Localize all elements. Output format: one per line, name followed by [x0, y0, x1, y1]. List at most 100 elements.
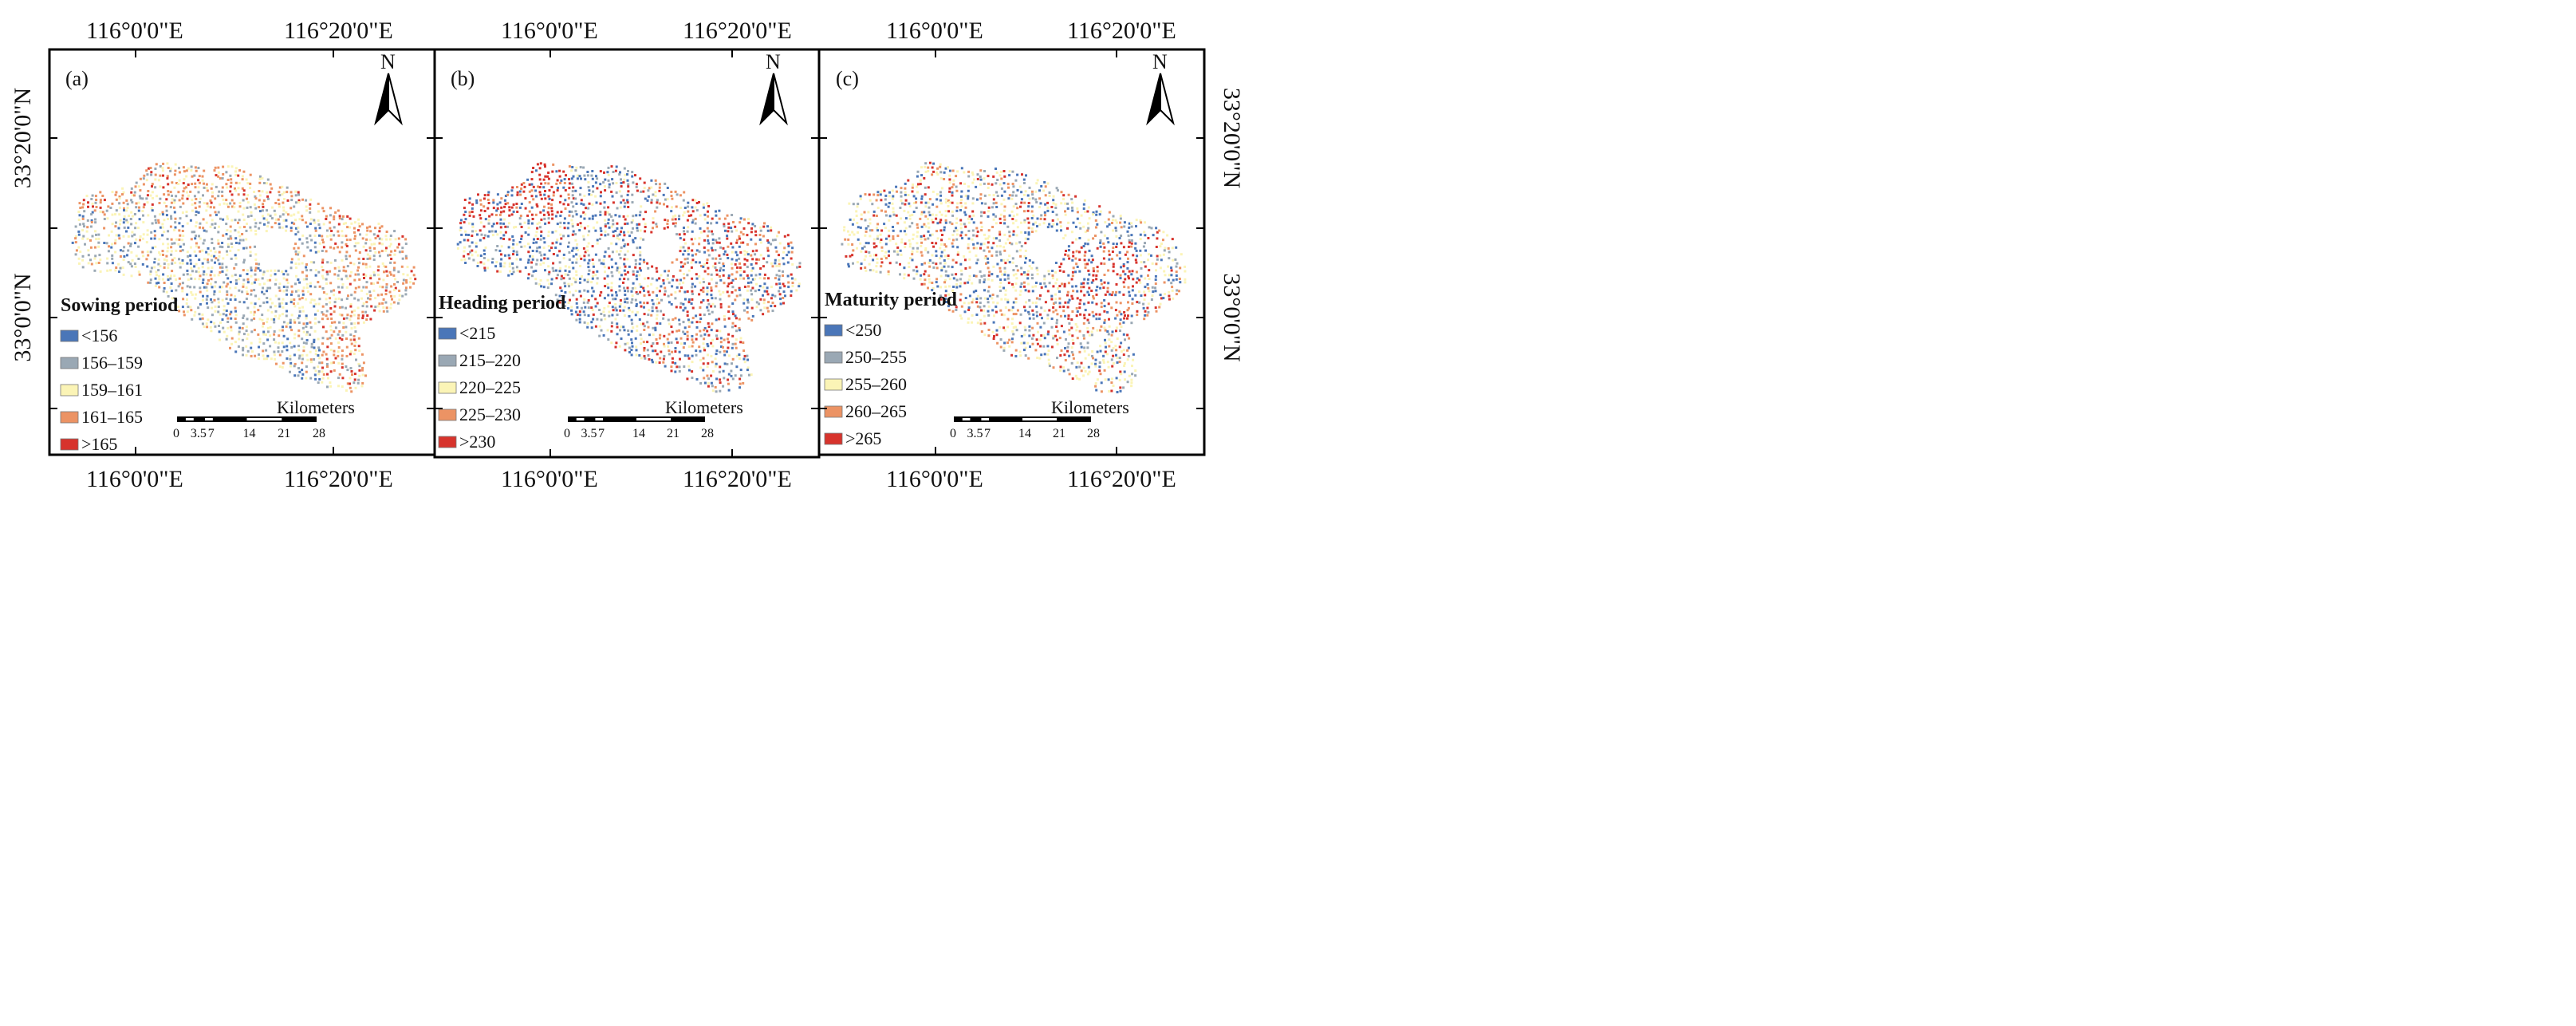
map-cell: [290, 199, 293, 202]
map-cell: [191, 318, 194, 321]
map-cell: [694, 217, 697, 220]
map-cell: [356, 322, 360, 325]
map-cell: [238, 326, 242, 330]
map-cell: [599, 195, 602, 198]
map-cell: [943, 171, 946, 174]
map-cell: [86, 237, 89, 240]
map-cell: [1124, 253, 1127, 256]
map-cell: [206, 189, 209, 192]
map-cell: [195, 235, 198, 238]
map-cell: [690, 266, 693, 269]
map-cell: [249, 206, 252, 209]
map-cell: [77, 233, 81, 236]
map-cell: [951, 191, 954, 194]
map-cell: [471, 207, 474, 210]
map-cell: [297, 334, 301, 337]
map-cell: [265, 349, 268, 352]
map-cell: [924, 186, 927, 189]
map-cell: [1156, 258, 1159, 261]
map-cell: [211, 219, 214, 222]
map-cell: [207, 306, 210, 310]
map-cell: [530, 183, 534, 186]
map-cell: [899, 262, 901, 266]
map-cell: [297, 289, 300, 292]
map-cell: [351, 373, 353, 376]
map-cell: [262, 293, 266, 296]
map-cell: [394, 238, 397, 241]
map-cell: [636, 229, 639, 232]
map-cell: [571, 225, 574, 228]
map-cell: [201, 249, 204, 252]
map-cell: [1154, 278, 1157, 281]
map-cell: [262, 330, 266, 333]
map-cell: [527, 243, 530, 246]
map-cell: [125, 209, 128, 212]
map-cell: [294, 243, 297, 246]
map-cell: [297, 357, 301, 360]
map-cell: [1087, 258, 1090, 262]
map-cell: [663, 293, 666, 296]
map-cell: [242, 207, 246, 210]
map-cell: [282, 209, 286, 212]
map-cell: [1080, 246, 1083, 249]
map-cell: [999, 213, 1002, 216]
map-cell: [1160, 258, 1163, 262]
map-cell: [668, 353, 671, 356]
map-cell: [81, 229, 85, 232]
map-cell: [1112, 243, 1115, 246]
map-cell: [1078, 258, 1081, 262]
map-cell: [628, 314, 631, 318]
map-cell: [321, 337, 325, 340]
map-cell: [213, 322, 216, 325]
map-cell: [1099, 241, 1102, 244]
map-cell: [285, 219, 288, 222]
map-cell: [702, 342, 705, 345]
map-cell: [354, 249, 357, 252]
map-cell: [535, 231, 538, 234]
map-cell: [979, 176, 982, 178]
map-cell: [1103, 281, 1106, 284]
map-cell: [583, 298, 586, 301]
map-cell: [955, 283, 959, 286]
map-cell: [516, 191, 519, 194]
map-cell: [337, 377, 340, 380]
map-cell: [163, 282, 166, 284]
map-cell: [479, 203, 483, 206]
map-cell: [908, 239, 911, 242]
map-cell: [486, 199, 490, 201]
map-cell: [1088, 273, 1091, 276]
map-cell: [620, 185, 623, 188]
map-cell: [538, 178, 542, 181]
map-cell: [568, 290, 571, 294]
map-cell: [554, 269, 557, 272]
map-cell: [571, 194, 574, 197]
map-cell: [225, 310, 228, 312]
map-cell: [732, 221, 735, 223]
map-cell: [967, 247, 970, 250]
map-cell: [154, 186, 157, 189]
map-cell: [923, 235, 926, 238]
map-cell: [608, 186, 611, 189]
map-cell: [1100, 231, 1103, 234]
map-cell: [338, 373, 341, 376]
map-cell: [630, 290, 633, 293]
map-cell: [888, 262, 892, 265]
map-cell: [567, 222, 570, 225]
map-cell: [317, 223, 321, 226]
map-cell: [1115, 283, 1118, 286]
map-cell: [345, 255, 348, 258]
map-cell: [362, 245, 365, 248]
map-cell: [512, 203, 515, 206]
map-cell: [626, 250, 629, 253]
map-cell: [683, 238, 686, 241]
map-cell: [535, 169, 538, 172]
map-cell: [607, 338, 610, 341]
map-cell: [746, 298, 749, 302]
map-cell: [261, 290, 264, 294]
map-cell: [114, 251, 117, 254]
map-cell: [739, 251, 742, 254]
map-cell: [880, 209, 883, 212]
map-cell: [358, 225, 361, 228]
map-cell: [334, 326, 337, 330]
map-cell: [1152, 290, 1155, 293]
